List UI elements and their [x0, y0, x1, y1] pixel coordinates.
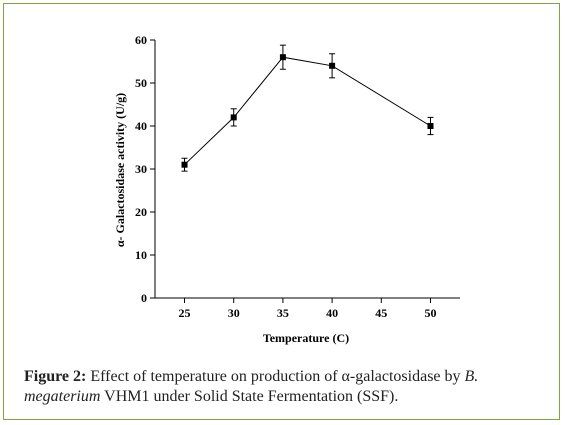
x-tick-label: 30: [228, 306, 240, 320]
x-tick-label: 25: [179, 306, 191, 320]
y-axis-label: α- Galactosidase activity (U/g): [113, 93, 127, 247]
x-axis-label: Temperature (C): [263, 331, 349, 345]
caption-text-1: Effect of temperature on production of α…: [86, 368, 465, 385]
data-point: [230, 114, 237, 121]
figure-frame: [3, 3, 560, 420]
figure-label: Figure 2:: [24, 368, 87, 385]
data-point: [329, 62, 336, 69]
ticks: 0 10 20 30 40 50 60 25 30 35 40 45 50: [135, 33, 436, 320]
caption-species: B. megaterium: [24, 368, 479, 405]
x-tick-label: 35: [277, 306, 289, 320]
y-tick-label: 60: [135, 33, 147, 47]
y-tick-label: 20: [135, 205, 147, 219]
data-point: [427, 123, 434, 129]
caption-text-2: VHM1 under Solid State Fermentation (SSF…: [100, 388, 399, 405]
series: [181, 44, 434, 172]
y-tick-label: 50: [135, 76, 147, 90]
axes: [154, 40, 460, 299]
figure-caption: Figure 2: Effect of temperature on produ…: [24, 367, 549, 407]
x-tick-label: 40: [326, 306, 338, 320]
x-tick-label: 50: [424, 306, 436, 320]
series-line: [184, 56, 431, 166]
data-point: [181, 161, 188, 168]
data-point: [279, 54, 286, 61]
y-tick-label: 40: [135, 119, 147, 133]
y-tick-label: 10: [135, 248, 147, 262]
y-tick-label: 0: [141, 291, 147, 305]
y-tick-label: 30: [135, 162, 147, 176]
x-tick-label: 45: [375, 306, 387, 320]
